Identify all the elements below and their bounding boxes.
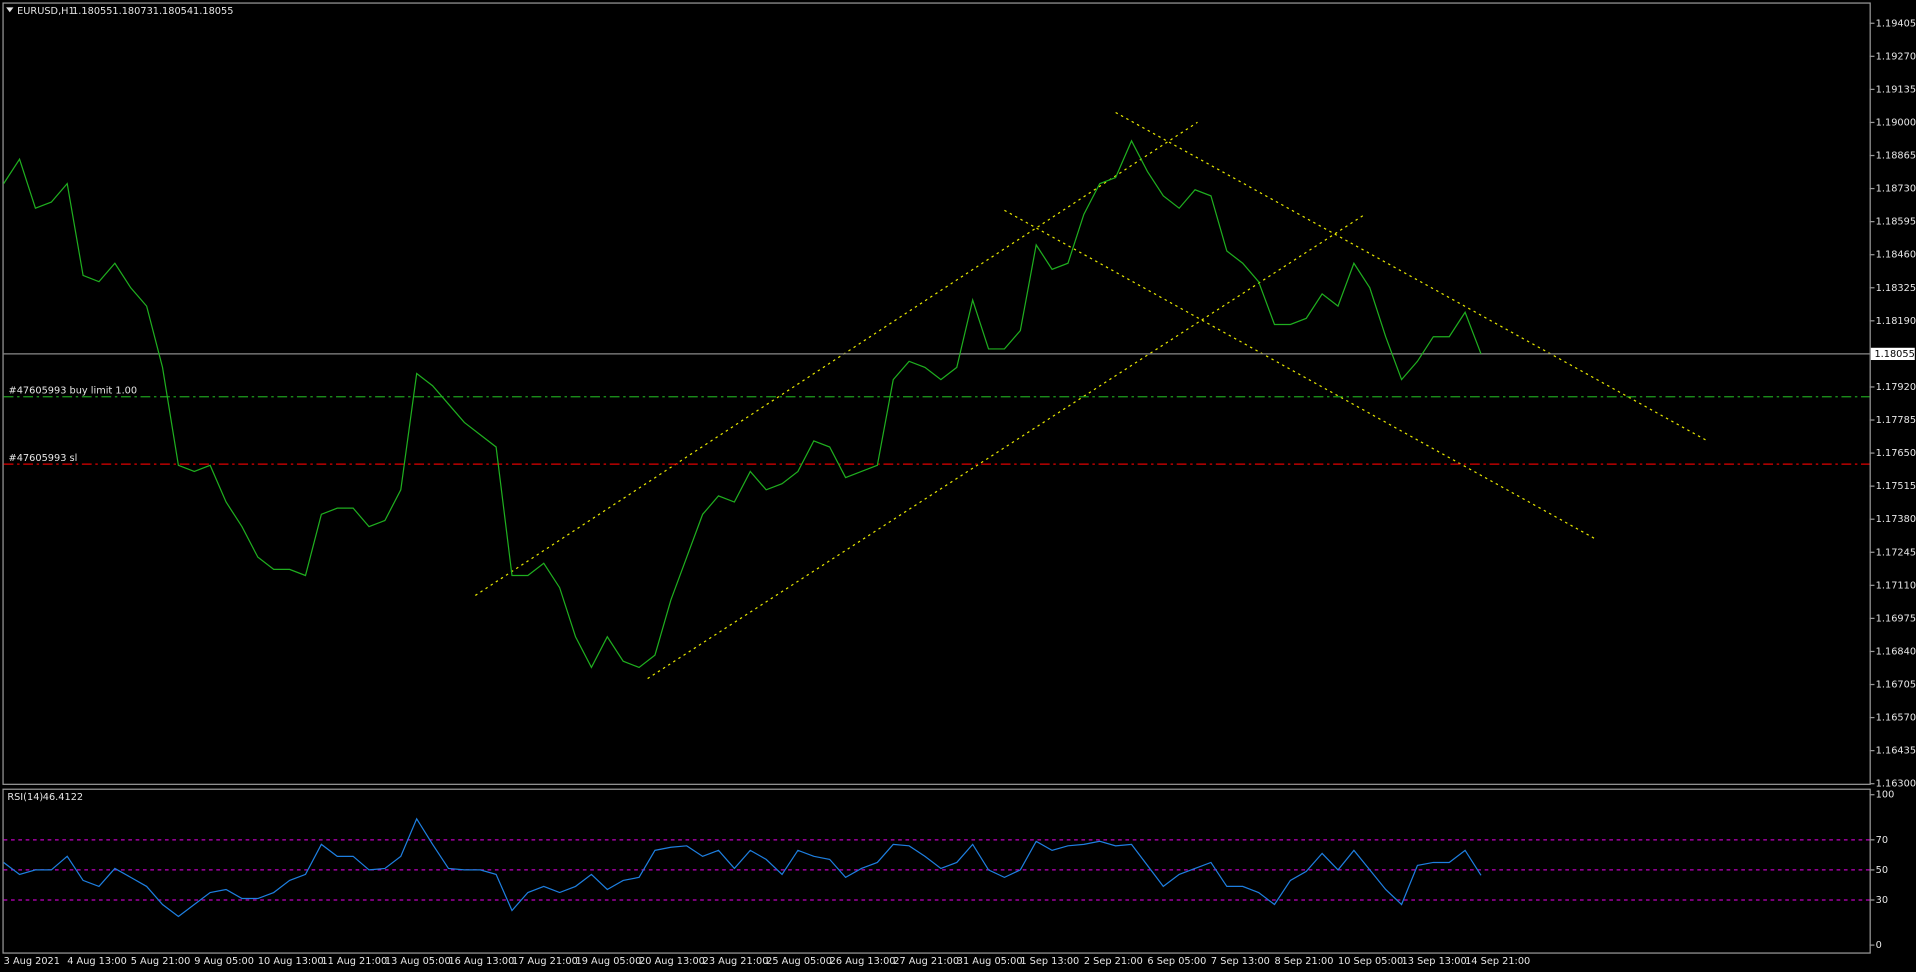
menu-arrow[interactable] (6, 7, 14, 13)
y-tick-label: 1.16975 (1876, 613, 1916, 624)
y-tick-label: 1.16840 (1876, 646, 1916, 657)
y-tick-label: 1.16300 (1876, 779, 1916, 790)
rsi-value: 46.4122 (43, 792, 83, 803)
price-line (3, 139, 1482, 669)
y-tick-label: 1.17110 (1876, 580, 1916, 591)
x-tick-label: 26 Aug 13:00 (830, 956, 896, 967)
x-tick-label: 9 Aug 05:00 (194, 956, 254, 967)
current-price-box (1870, 347, 1915, 361)
y-tick-label: 1.19270 (1876, 51, 1916, 62)
y-tick-label: 1.17650 (1876, 448, 1916, 459)
x-tick-label: 8 Sep 21:00 (1274, 956, 1333, 967)
x-tick-label: 31 Aug 05:00 (957, 956, 1023, 967)
rsi-pane (2, 788, 1871, 954)
y-tick-label: 1.16570 (1876, 713, 1916, 724)
trend-line (1004, 209, 1597, 540)
price-pane (2, 2, 1871, 785)
trend-line (647, 214, 1365, 680)
y-tick-label: 1.16435 (1876, 746, 1916, 757)
x-tick-label: 23 Aug 21:00 (703, 956, 769, 967)
x-tick-label: 1 Sep 13:00 (1020, 956, 1079, 967)
rsi-title: RSI(14) (7, 792, 43, 803)
order-label: #47605993 sl (9, 453, 78, 464)
x-tick-label: 7 Sep 13:00 (1211, 956, 1270, 967)
y-tick-label: 1.17245 (1876, 547, 1916, 558)
x-tick-label: 19 Aug 05:00 (576, 956, 642, 967)
order-label: #47605993 buy limit 1.00 (9, 386, 138, 397)
x-tick-label: 4 Aug 13:00 (67, 956, 127, 967)
current-price-label: 1.18055 (1874, 349, 1914, 360)
x-tick-label: 10 Sep 05:00 (1338, 956, 1403, 967)
x-tick-label: 3 Aug 2021 (4, 956, 60, 967)
y-tick-label: 1.17785 (1876, 415, 1916, 426)
low-value: 1.18054 (153, 6, 193, 17)
open-value: 1.18055 (72, 6, 112, 17)
y-tick-label: 1.17920 (1876, 382, 1916, 393)
x-tick-label: 27 Aug 21:00 (893, 956, 959, 967)
y-tick-label: 1.17515 (1876, 481, 1916, 492)
x-tick-label: 14 Sep 21:00 (1465, 956, 1530, 967)
x-tick-label: 13 Aug 05:00 (385, 956, 451, 967)
x-tick-label: 13 Sep 13:00 (1402, 956, 1467, 967)
y-tick-label: 50 (1876, 865, 1888, 876)
x-tick-label: 10 Aug 13:00 (258, 956, 324, 967)
y-tick-label: 70 (1876, 835, 1888, 846)
x-tick-label: 11 Aug 21:00 (321, 956, 387, 967)
x-tick-label: 5 Aug 21:00 (131, 956, 191, 967)
x-tick-label: 16 Aug 13:00 (448, 956, 514, 967)
x-tick-label: 17 Aug 21:00 (512, 956, 578, 967)
y-tick-label: 30 (1876, 895, 1888, 906)
y-tick-label: 1.19135 (1876, 84, 1916, 95)
y-tick-label: 1.16705 (1876, 680, 1916, 691)
y-tick-label: 100 (1876, 790, 1895, 801)
rsi-line (3, 817, 1482, 918)
y-tick-label: 1.19405 (1876, 18, 1916, 29)
y-tick-label: 1.18460 (1876, 250, 1916, 261)
symbol-title: EURUSD,H1 (17, 6, 75, 17)
x-tick-label: 25 Aug 05:00 (766, 956, 832, 967)
x-tick-label: 2 Sep 21:00 (1084, 956, 1143, 967)
y-tick-label: 1.18325 (1876, 283, 1916, 294)
x-tick-label: 6 Sep 05:00 (1147, 956, 1206, 967)
y-tick-label: 1.18730 (1876, 184, 1916, 195)
x-tick-label: 20 Aug 13:00 (639, 956, 705, 967)
y-tick-label: 1.18595 (1876, 217, 1916, 228)
y-tick-label: 1.18865 (1876, 151, 1916, 162)
y-tick-label: 0 (1876, 940, 1882, 951)
y-tick-label: 1.19000 (1876, 117, 1916, 128)
high-value: 1.18073 (112, 6, 152, 17)
y-tick-label: 1.18190 (1876, 316, 1916, 327)
close-value: 1.18055 (193, 6, 233, 17)
y-tick-label: 1.17380 (1876, 514, 1916, 525)
